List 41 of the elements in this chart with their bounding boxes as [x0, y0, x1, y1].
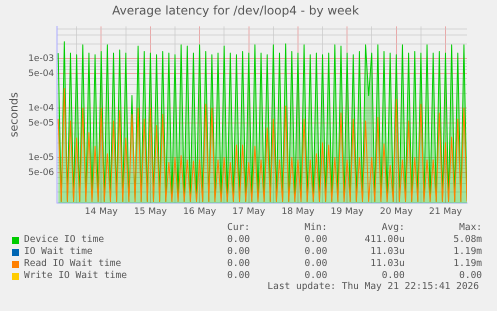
- x-tick-label: 17 May: [232, 206, 266, 217]
- y-tick-label: 1e-05: [28, 152, 54, 163]
- text: Avg:: [380, 222, 405, 234]
- text: 0.00: [303, 246, 328, 258]
- text: 11.03u: [369, 258, 405, 270]
- x-tick-label: 16 May: [183, 206, 217, 217]
- text: 0.00: [303, 258, 328, 270]
- legend-label: Read IO Wait time: [24, 258, 122, 270]
- text: 0.00: [458, 270, 482, 282]
- x-tick-label: 20 May: [380, 206, 414, 217]
- text: 0.00: [226, 258, 250, 270]
- x-tick-label: 19 May: [330, 206, 364, 217]
- legend-label: Write IO Wait time: [24, 270, 128, 282]
- text: 1.19m: [452, 246, 482, 258]
- x-tick-label: 21 May: [429, 206, 463, 217]
- text: Cur:: [226, 222, 250, 234]
- text: 0.00: [226, 270, 250, 282]
- y-tick-label: 1e-03: [28, 54, 54, 64]
- y-tick-label: 5e-04: [28, 68, 54, 79]
- x-tick-label: 18 May: [281, 206, 316, 217]
- x-tick-label: 15 May: [134, 206, 168, 217]
- text: 0.00: [303, 234, 328, 246]
- chart-title: Average latency for /dev/loop4 - by week: [112, 3, 359, 18]
- text: Max:: [458, 222, 482, 234]
- text: 0.00: [226, 246, 250, 258]
- text: 1.19m: [452, 258, 482, 270]
- legend-label: Device IO time: [24, 234, 106, 246]
- text: 5.08m: [452, 234, 482, 246]
- legend-label: IO Wait time: [24, 246, 94, 258]
- text: Min:: [303, 222, 328, 234]
- text: 11.03u: [369, 246, 405, 258]
- x-tick-label: 14 May: [84, 206, 118, 217]
- y-axis-title: seconds: [7, 92, 20, 138]
- y-tick-label: 1e-04: [28, 104, 54, 114]
- text: 0.00: [226, 234, 250, 246]
- text: 0.00: [380, 270, 405, 282]
- y-tick-label: 5e-06: [28, 168, 54, 178]
- text: 0.00: [303, 270, 328, 282]
- text: Last update: Thu May 21 22:15:41 2026: [267, 281, 479, 292]
- text: 411.00u: [364, 234, 405, 246]
- y-tick-label: 5e-05: [28, 118, 54, 128]
